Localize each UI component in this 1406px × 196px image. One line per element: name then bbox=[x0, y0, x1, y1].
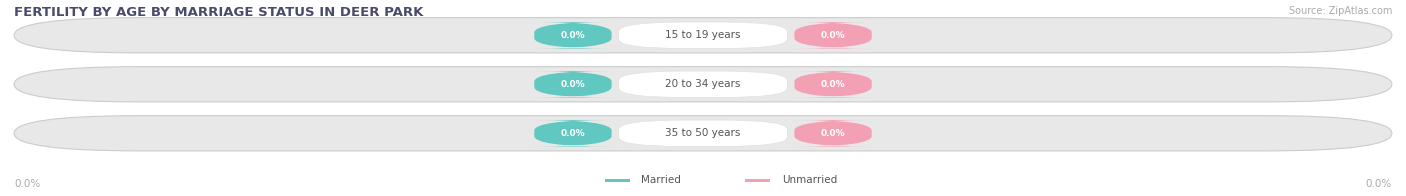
FancyBboxPatch shape bbox=[14, 18, 1392, 53]
FancyBboxPatch shape bbox=[534, 22, 612, 49]
Text: FERTILITY BY AGE BY MARRIAGE STATUS IN DEER PARK: FERTILITY BY AGE BY MARRIAGE STATUS IN D… bbox=[14, 6, 423, 19]
FancyBboxPatch shape bbox=[794, 22, 872, 49]
FancyBboxPatch shape bbox=[745, 179, 770, 182]
Text: Source: ZipAtlas.com: Source: ZipAtlas.com bbox=[1288, 6, 1392, 16]
Text: 0.0%: 0.0% bbox=[561, 129, 585, 138]
FancyBboxPatch shape bbox=[794, 71, 872, 98]
FancyBboxPatch shape bbox=[605, 179, 630, 182]
FancyBboxPatch shape bbox=[794, 120, 872, 147]
FancyBboxPatch shape bbox=[14, 67, 1392, 102]
Text: 0.0%: 0.0% bbox=[14, 179, 41, 189]
Text: 0.0%: 0.0% bbox=[1365, 179, 1392, 189]
Text: 0.0%: 0.0% bbox=[821, 80, 845, 89]
Text: 35 to 50 years: 35 to 50 years bbox=[665, 128, 741, 138]
Text: 0.0%: 0.0% bbox=[821, 31, 845, 40]
FancyBboxPatch shape bbox=[14, 116, 1392, 151]
FancyBboxPatch shape bbox=[534, 71, 612, 98]
Text: 20 to 34 years: 20 to 34 years bbox=[665, 79, 741, 89]
FancyBboxPatch shape bbox=[619, 22, 787, 49]
Text: 0.0%: 0.0% bbox=[561, 80, 585, 89]
Text: 0.0%: 0.0% bbox=[821, 129, 845, 138]
Text: 15 to 19 years: 15 to 19 years bbox=[665, 30, 741, 40]
Text: 0.0%: 0.0% bbox=[561, 31, 585, 40]
FancyBboxPatch shape bbox=[534, 120, 612, 147]
Text: Unmarried: Unmarried bbox=[782, 175, 837, 185]
FancyBboxPatch shape bbox=[619, 120, 787, 147]
FancyBboxPatch shape bbox=[619, 71, 787, 98]
Text: Married: Married bbox=[641, 175, 681, 185]
